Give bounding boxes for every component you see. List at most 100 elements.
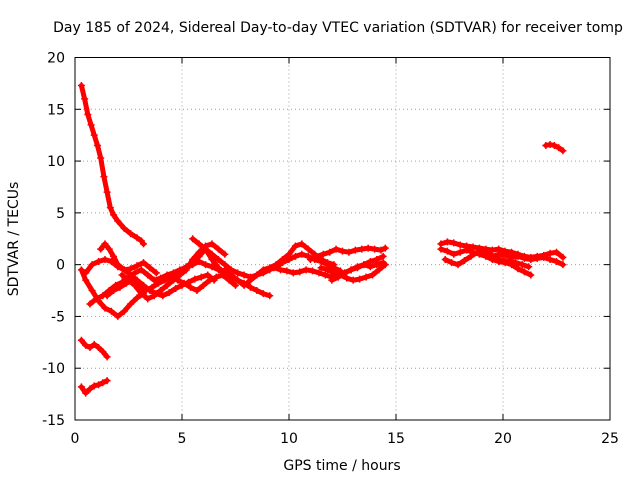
- data-point: [107, 258, 115, 266]
- data-point: [101, 304, 109, 312]
- data-point: [368, 271, 376, 279]
- data-point: [553, 248, 560, 256]
- x-tick-label: 10: [280, 431, 298, 447]
- chart-title: Day 185 of 2024, Sidereal Day-to-day VTE…: [53, 20, 623, 36]
- data-point: [339, 247, 346, 255]
- data-point: [95, 258, 103, 266]
- data-point: [296, 268, 304, 276]
- data-point: [97, 245, 105, 253]
- data-point: [105, 245, 113, 253]
- data-point: [330, 269, 338, 277]
- data-point: [353, 263, 361, 271]
- data-point: [90, 340, 98, 348]
- data-point: [165, 289, 173, 297]
- data-point: [546, 255, 554, 263]
- data-point: [381, 244, 389, 252]
- data-point: [559, 261, 567, 269]
- data-point: [77, 336, 85, 344]
- data-point: [150, 276, 158, 284]
- data-point: [360, 261, 368, 269]
- x-tick-labels: 0 5 10 15 20 25: [71, 431, 619, 447]
- y-tick-label: 5: [56, 206, 65, 222]
- data-point: [152, 269, 160, 277]
- data-point: [559, 147, 567, 155]
- series-s12: [221, 240, 338, 289]
- data-point: [82, 276, 90, 284]
- data-point: [139, 259, 147, 267]
- data-point: [371, 245, 379, 253]
- data-point: [150, 292, 158, 300]
- data-point: [343, 274, 351, 282]
- data-point: [379, 259, 387, 267]
- data-point: [450, 250, 458, 258]
- data-point: [321, 271, 329, 279]
- data-point: [92, 295, 100, 303]
- series-s1: [77, 81, 147, 248]
- series-s15: [317, 261, 389, 284]
- data-point: [144, 271, 152, 279]
- data-point: [101, 240, 109, 248]
- data-point: [127, 230, 135, 238]
- data-point: [313, 252, 321, 260]
- data-point: [101, 255, 109, 263]
- data-point: [234, 269, 242, 277]
- series-s2: [77, 336, 111, 361]
- data-point: [253, 271, 261, 279]
- data-point: [120, 307, 128, 315]
- data-point: [159, 292, 167, 300]
- x-tick-label: 25: [601, 431, 619, 447]
- data-point: [512, 259, 520, 267]
- data-point: [291, 252, 299, 260]
- data-point: [182, 263, 190, 271]
- data-point: [456, 248, 464, 256]
- data-point: [133, 262, 141, 270]
- data-point: [90, 131, 98, 139]
- data-point: [480, 246, 488, 254]
- data-point: [283, 267, 291, 275]
- data-point: [82, 269, 90, 277]
- data-point: [514, 265, 522, 273]
- data-point: [221, 266, 229, 274]
- data-point: [208, 240, 216, 248]
- data-point: [120, 224, 128, 232]
- data-point: [514, 252, 522, 260]
- data-point: [84, 110, 92, 118]
- data-point: [169, 271, 177, 279]
- data-point: [240, 281, 248, 289]
- data-point: [176, 267, 184, 275]
- data-point: [116, 283, 124, 291]
- data-point: [202, 261, 210, 269]
- data-point: [81, 95, 89, 103]
- data-point: [315, 269, 323, 277]
- data-point: [473, 248, 481, 256]
- data-point: [317, 264, 325, 272]
- data-point: [508, 253, 516, 261]
- y-tick-label: -5: [51, 309, 65, 325]
- data-point: [103, 353, 111, 361]
- data-point: [520, 254, 528, 262]
- data-point: [208, 250, 216, 258]
- data-point: [86, 344, 94, 351]
- data-point: [202, 245, 210, 253]
- data-point: [221, 250, 229, 258]
- series-s14: [306, 244, 389, 263]
- data-point: [309, 267, 317, 275]
- data-point: [488, 252, 496, 260]
- series-trace: [78, 83, 146, 247]
- data-point: [133, 294, 141, 302]
- data-point: [127, 300, 135, 308]
- data-point: [518, 261, 526, 269]
- data-point: [187, 283, 195, 291]
- data-point: [362, 273, 370, 281]
- data-point: [214, 264, 222, 272]
- data-point: [110, 252, 118, 260]
- data-point: [90, 382, 98, 390]
- data-point: [555, 144, 563, 152]
- data-point: [157, 287, 165, 295]
- y-tick-label: 15: [47, 102, 65, 118]
- data-point: [110, 287, 118, 295]
- data-point: [375, 266, 383, 274]
- data-point: [195, 252, 203, 260]
- data-point: [450, 239, 458, 247]
